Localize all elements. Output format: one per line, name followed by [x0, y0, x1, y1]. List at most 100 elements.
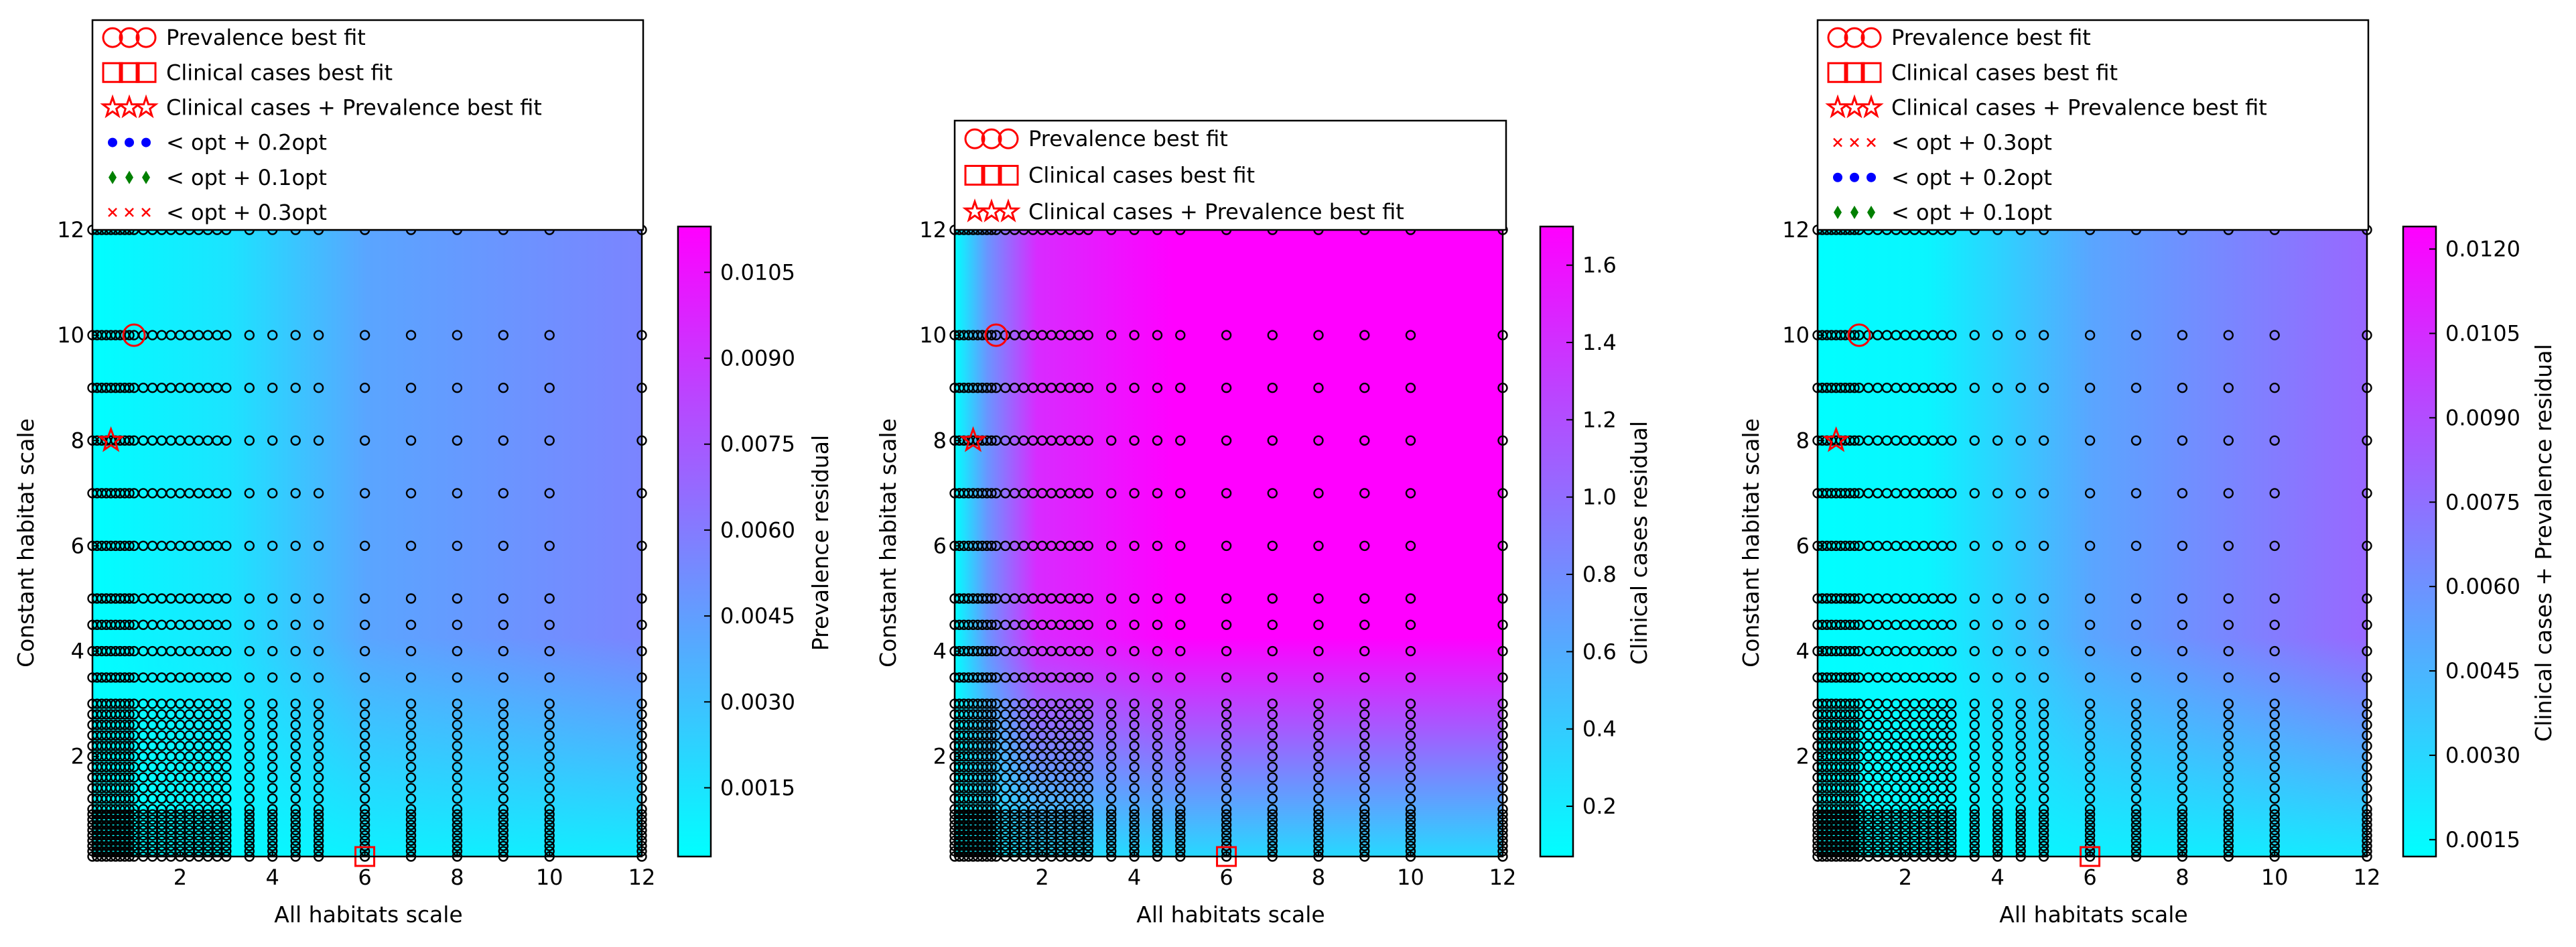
sample-point	[1946, 761, 1957, 773]
sample-point	[498, 593, 509, 604]
sample-point	[290, 772, 301, 783]
sample-point	[1946, 619, 1957, 630]
sample-point	[1152, 793, 1163, 804]
sample-point	[1105, 645, 1117, 657]
sample-point	[1405, 824, 1416, 836]
legend-diamond-marker	[1834, 205, 1842, 219]
sample-point	[359, 814, 370, 825]
sample-point	[244, 840, 255, 852]
sample-point	[2038, 846, 2049, 857]
sample-point	[2269, 540, 2280, 552]
sample-point	[221, 783, 232, 794]
sample-point	[2084, 593, 2096, 604]
sample-point	[544, 619, 555, 630]
legend-entry: Clinical cases best fit	[964, 163, 1255, 188]
sample-point	[544, 435, 555, 446]
sample-point	[1969, 824, 1980, 836]
sample-point	[290, 435, 301, 446]
sample-point	[1969, 709, 1980, 720]
sample-point	[313, 804, 324, 815]
sample-point	[290, 593, 301, 604]
sample-point	[544, 709, 555, 720]
sample-point	[1359, 383, 1370, 393]
sample-point	[452, 698, 463, 709]
sample-point	[1129, 619, 1140, 630]
sample-point	[124, 435, 135, 446]
sample-point	[986, 383, 997, 393]
sample-point	[1969, 814, 1980, 825]
sample-point	[2223, 824, 2234, 836]
y-tick-label: 6	[71, 533, 84, 558]
sample-point	[1105, 383, 1117, 393]
sample-point	[1175, 741, 1186, 751]
sample-point	[498, 772, 509, 783]
sample-point	[1105, 698, 1117, 709]
sample-point	[1313, 751, 1324, 762]
prevalence-best-fit-marker	[122, 323, 146, 347]
sample-point	[498, 824, 509, 836]
x-tick-label: 8	[1312, 865, 1325, 890]
sample-point	[2223, 772, 2234, 783]
sample-point	[2084, 435, 2096, 446]
sample-point	[313, 820, 324, 830]
legend-box	[91, 19, 645, 231]
sample-point	[290, 383, 301, 393]
sample-point	[124, 772, 135, 783]
sample-point	[1359, 741, 1370, 751]
sample-point	[1152, 751, 1163, 762]
sample-point	[1175, 814, 1186, 825]
sample-point	[498, 540, 509, 552]
legend-square-marker	[119, 62, 140, 83]
sample-point	[1267, 840, 1278, 852]
sample-point	[544, 383, 555, 393]
sample-point	[1083, 741, 1094, 751]
sample-point	[267, 835, 278, 846]
legend-circle-marker	[1860, 27, 1882, 48]
sample-point	[2038, 814, 2049, 825]
sample-point	[221, 846, 232, 857]
legend-box	[1816, 19, 2370, 231]
colorbar-3: 0.0015 0.0030 0.0045 0.0060 0.0075 0.0090 0.01…	[2402, 225, 2520, 858]
sample-point	[244, 383, 255, 393]
sample-point	[1849, 793, 1860, 804]
sample-point	[2223, 435, 2234, 446]
sample-point	[1175, 709, 1186, 720]
sample-point	[2038, 772, 2049, 783]
sample-point	[2130, 751, 2142, 762]
y-axis-label-2: Constant habitat scale	[875, 418, 901, 668]
sample-point	[1359, 846, 1370, 857]
sample-point	[2015, 809, 2026, 820]
sample-point	[498, 835, 509, 846]
sample-point	[1405, 804, 1416, 815]
sample-point	[1221, 540, 1232, 552]
sample-point	[986, 488, 997, 499]
sample-point	[2038, 830, 2049, 841]
sample-point	[1083, 830, 1094, 841]
sample-point	[2223, 719, 2234, 731]
sample-point	[2130, 809, 2142, 820]
sample-point	[267, 540, 278, 552]
sample-point	[1175, 793, 1186, 804]
sample-point	[2130, 820, 2142, 830]
sample-point	[1359, 751, 1370, 762]
sample-point	[313, 751, 324, 762]
legend-entry: Prevalence best fit	[102, 25, 366, 50]
sample-point	[452, 730, 463, 741]
sample-point	[1992, 730, 2003, 741]
sample-point	[2177, 383, 2188, 393]
legend-x-marker	[125, 208, 134, 217]
legend-square-marker	[998, 165, 1019, 186]
sample-point	[452, 820, 463, 830]
sample-point	[452, 593, 463, 604]
sample-point	[244, 846, 255, 857]
sample-point	[244, 741, 255, 751]
sample-point	[267, 488, 278, 499]
sample-point	[2223, 593, 2234, 604]
legend-label: < opt + 0.2opt	[1891, 165, 2052, 190]
sample-point	[1946, 772, 1957, 783]
legend-dot-marker	[1850, 172, 1859, 182]
y-axis-label-1: Constant habitat scale	[13, 418, 39, 668]
sample-point	[124, 751, 135, 762]
sample-point	[1405, 730, 1416, 741]
sample-point	[1175, 804, 1186, 815]
